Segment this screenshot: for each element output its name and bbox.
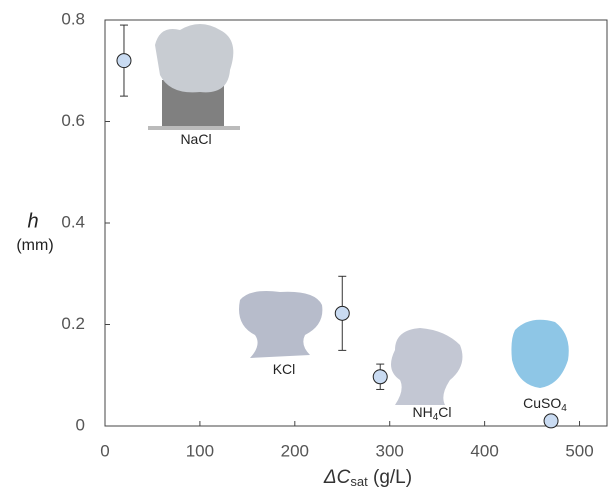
annotation: KCl	[273, 361, 296, 377]
chart: 0 0.2 0.4 0.6 0.8 0 100 200 300 400 500 ΔCsat (g/L)…	[0, 0, 608, 493]
data-point	[117, 54, 131, 68]
annotation-part: NaCl	[180, 131, 211, 147]
x-tick-label: 100	[186, 441, 214, 460]
y-axis-label: h	[27, 210, 38, 232]
annotation-part: NH	[412, 404, 432, 420]
y-tick-label: 0.2	[61, 314, 85, 333]
x-label-main: ΔC	[323, 467, 351, 488]
data-point	[373, 370, 387, 384]
nacl-photo-floor	[148, 126, 240, 130]
data-point	[544, 414, 558, 428]
y-tick-label: 0.8	[61, 9, 85, 28]
nh4cl-photo	[391, 328, 462, 405]
kcl-photo	[239, 291, 322, 358]
x-tick-label: 400	[470, 441, 498, 460]
annotation-part: Cl	[438, 404, 451, 420]
x-tick-label: 500	[565, 441, 593, 460]
x-axis-label: ΔCsat (g/L)	[323, 467, 412, 489]
annotation: NaCl	[180, 131, 211, 147]
x-tick-label: 0	[100, 441, 109, 460]
cuso4-photo	[511, 320, 568, 388]
crystal-photos	[148, 24, 569, 405]
y-tick-label: 0.4	[61, 212, 85, 231]
x-tick-label: 300	[376, 441, 404, 460]
y-tick-label: 0.6	[61, 111, 85, 130]
y-tick-label: 0	[76, 415, 85, 434]
annotation: CuSO4	[523, 395, 567, 414]
data-point	[335, 306, 349, 320]
x-label-unit: (g/L)	[368, 467, 412, 488]
annotation-sub: 4	[561, 403, 567, 414]
y-axis-unit: (mm)	[16, 237, 53, 254]
x-label-sub: sat	[350, 474, 368, 489]
annotation: NH4Cl	[412, 404, 451, 423]
annotation-part: CuSO	[523, 395, 561, 411]
annotation-part: KCl	[273, 361, 296, 377]
nacl-photo	[155, 24, 233, 92]
x-tick-label: 200	[281, 441, 309, 460]
